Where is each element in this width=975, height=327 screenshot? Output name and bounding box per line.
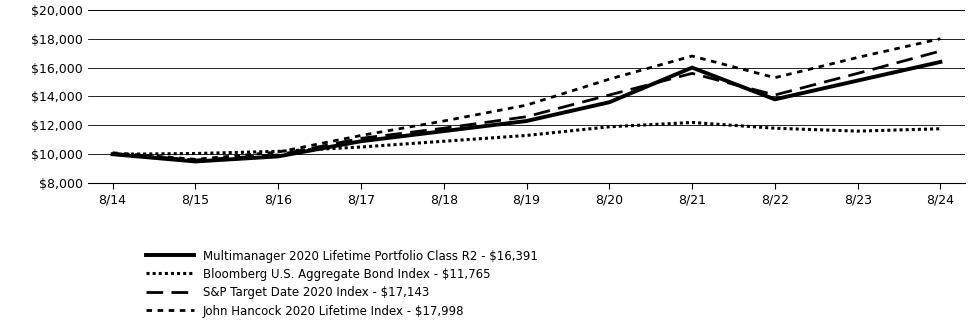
Bloomberg U.S. Aggregate Bond Index - $11,765: [438, 139, 449, 143]
Legend: Multimanager 2020 Lifetime Portfolio Class R2 - $16,391, Bloomberg U.S. Aggregat: Multimanager 2020 Lifetime Portfolio Cla…: [146, 250, 538, 318]
Bloomberg U.S. Aggregate Bond Index - $11,765: [604, 125, 615, 129]
John Hancock 2020 Lifetime Index - $17,998: [355, 133, 367, 137]
Line: Bloomberg U.S. Aggregate Bond Index - $11,765: Bloomberg U.S. Aggregate Bond Index - $1…: [112, 122, 941, 154]
Bloomberg U.S. Aggregate Bond Index - $11,765: [272, 149, 284, 153]
Line: Multimanager 2020 Lifetime Portfolio Class R2 - $16,391: Multimanager 2020 Lifetime Portfolio Cla…: [112, 62, 941, 162]
Multimanager 2020 Lifetime Portfolio Class R2 - $16,391: [189, 160, 201, 164]
S&P Target Date 2020 Index - $17,143: [521, 115, 532, 119]
Multimanager 2020 Lifetime Portfolio Class R2 - $16,391: [686, 66, 698, 70]
John Hancock 2020 Lifetime Index - $17,998: [604, 77, 615, 81]
Bloomberg U.S. Aggregate Bond Index - $11,765: [686, 120, 698, 124]
John Hancock 2020 Lifetime Index - $17,998: [189, 157, 201, 161]
Bloomberg U.S. Aggregate Bond Index - $11,765: [521, 133, 532, 137]
S&P Target Date 2020 Index - $17,143: [935, 49, 947, 53]
Multimanager 2020 Lifetime Portfolio Class R2 - $16,391: [272, 154, 284, 158]
Bloomberg U.S. Aggregate Bond Index - $11,765: [189, 151, 201, 155]
S&P Target Date 2020 Index - $17,143: [106, 151, 118, 155]
S&P Target Date 2020 Index - $17,143: [355, 136, 367, 140]
S&P Target Date 2020 Index - $17,143: [769, 93, 781, 97]
S&P Target Date 2020 Index - $17,143: [686, 71, 698, 75]
S&P Target Date 2020 Index - $17,143: [604, 93, 615, 97]
Bloomberg U.S. Aggregate Bond Index - $11,765: [106, 152, 118, 156]
S&P Target Date 2020 Index - $17,143: [852, 71, 864, 75]
Line: John Hancock 2020 Lifetime Index - $17,998: John Hancock 2020 Lifetime Index - $17,9…: [112, 39, 941, 159]
S&P Target Date 2020 Index - $17,143: [438, 126, 449, 130]
Bloomberg U.S. Aggregate Bond Index - $11,765: [769, 126, 781, 130]
Line: S&P Target Date 2020 Index - $17,143: S&P Target Date 2020 Index - $17,143: [112, 51, 941, 160]
Bloomberg U.S. Aggregate Bond Index - $11,765: [355, 145, 367, 149]
John Hancock 2020 Lifetime Index - $17,998: [852, 56, 864, 60]
John Hancock 2020 Lifetime Index - $17,998: [521, 103, 532, 107]
Bloomberg U.S. Aggregate Bond Index - $11,765: [852, 129, 864, 133]
John Hancock 2020 Lifetime Index - $17,998: [686, 54, 698, 58]
John Hancock 2020 Lifetime Index - $17,998: [935, 37, 947, 41]
Multimanager 2020 Lifetime Portfolio Class R2 - $16,391: [604, 100, 615, 104]
Multimanager 2020 Lifetime Portfolio Class R2 - $16,391: [935, 60, 947, 64]
Bloomberg U.S. Aggregate Bond Index - $11,765: [935, 127, 947, 131]
John Hancock 2020 Lifetime Index - $17,998: [272, 150, 284, 154]
Multimanager 2020 Lifetime Portfolio Class R2 - $16,391: [521, 119, 532, 123]
Multimanager 2020 Lifetime Portfolio Class R2 - $16,391: [355, 139, 367, 143]
Multimanager 2020 Lifetime Portfolio Class R2 - $16,391: [769, 97, 781, 101]
Multimanager 2020 Lifetime Portfolio Class R2 - $16,391: [852, 78, 864, 82]
S&P Target Date 2020 Index - $17,143: [189, 158, 201, 162]
Multimanager 2020 Lifetime Portfolio Class R2 - $16,391: [438, 129, 449, 133]
S&P Target Date 2020 Index - $17,143: [272, 153, 284, 157]
John Hancock 2020 Lifetime Index - $17,998: [769, 76, 781, 80]
John Hancock 2020 Lifetime Index - $17,998: [438, 119, 449, 123]
Multimanager 2020 Lifetime Portfolio Class R2 - $16,391: [106, 152, 118, 156]
John Hancock 2020 Lifetime Index - $17,998: [106, 151, 118, 155]
